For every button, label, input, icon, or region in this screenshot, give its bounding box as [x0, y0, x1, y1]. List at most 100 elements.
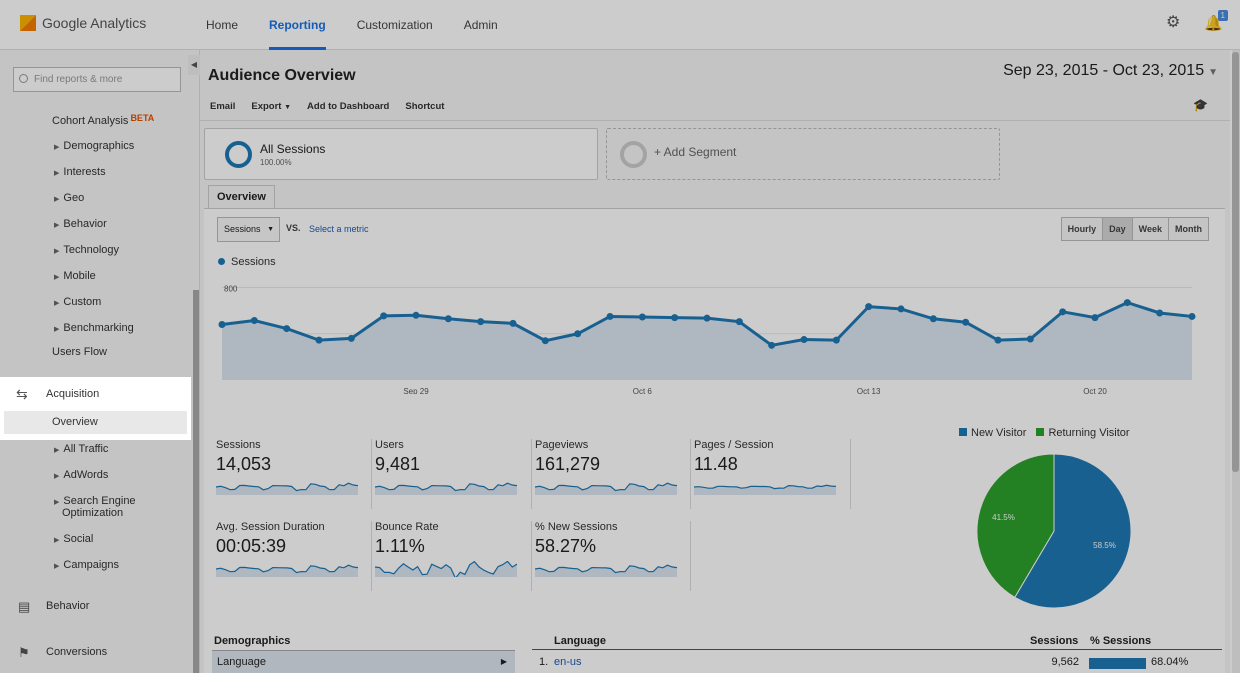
- week-button[interactable]: Week: [1131, 217, 1169, 241]
- nav-customization[interactable]: Customization: [356, 18, 433, 32]
- sidebar-item-benchmarking[interactable]: ▶ Benchmarking: [54, 322, 134, 334]
- data-point[interactable]: [250, 316, 258, 324]
- data-point[interactable]: [994, 336, 1002, 344]
- select-metric-link[interactable]: Select a metric: [309, 224, 369, 234]
- demographics-language-row[interactable]: Language ▶: [212, 650, 515, 673]
- date-range-label: Sep 23, 2015 - Oct 23, 2015: [1003, 62, 1205, 79]
- sidebar-item-seo-line2[interactable]: Optimization: [62, 507, 124, 519]
- sidebar-item-interests[interactable]: ▶ Interests: [54, 166, 106, 178]
- data-point[interactable]: [347, 334, 355, 342]
- sidebar-item-seo[interactable]: ▶ Search Engine: [54, 495, 136, 507]
- sidebar-scrollbar[interactable]: [193, 290, 199, 673]
- sidebar-item-geo[interactable]: ▶ Geo: [54, 192, 84, 204]
- sidebar-item-acquisition-overview[interactable]: Overview: [4, 411, 187, 434]
- data-point[interactable]: [218, 321, 226, 329]
- sparkline-area: [216, 483, 358, 495]
- data-point[interactable]: [1188, 312, 1196, 320]
- date-range-picker[interactable]: Sep 23, 2015 - Oct 23, 2015 ▼: [1003, 62, 1218, 80]
- data-point[interactable]: [735, 318, 743, 326]
- sidebar-item-adwords[interactable]: ▶ AdWords: [54, 469, 108, 481]
- data-point[interactable]: [638, 313, 646, 321]
- segment-all-sessions[interactable]: All Sessions 100.00%: [204, 128, 598, 180]
- data-point[interactable]: [574, 330, 582, 338]
- shortcut-button[interactable]: Shortcut: [405, 101, 445, 112]
- sidebar-item-custom[interactable]: ▶ Custom: [54, 296, 101, 308]
- data-point[interactable]: [1123, 299, 1131, 307]
- export-button[interactable]: Export ▼: [251, 101, 291, 112]
- pie-slice-label: 41.5%: [992, 513, 1015, 522]
- month-button[interactable]: Month: [1168, 217, 1209, 241]
- scorecard-divider: [531, 521, 532, 591]
- data-point[interactable]: [768, 341, 776, 349]
- scorecard-divider: [850, 439, 851, 509]
- graduation-cap-icon[interactable]: 🎓: [1193, 98, 1208, 112]
- scorecard-bounce-rate[interactable]: Bounce Rate 1.11%: [375, 521, 530, 581]
- data-point[interactable]: [477, 318, 485, 326]
- sidebar-item-campaigns[interactable]: ▶ Campaigns: [54, 559, 119, 571]
- nav-reporting[interactable]: Reporting: [269, 0, 326, 50]
- sessions-area: [222, 302, 1192, 380]
- pie-slice-new-visitor[interactable]: [1014, 453, 1132, 609]
- email-button[interactable]: Email: [210, 101, 236, 112]
- tab-overview[interactable]: Overview: [208, 185, 275, 209]
- data-point[interactable]: [671, 314, 679, 322]
- sidebar-item-label: Benchmarking: [63, 322, 134, 334]
- sidebar-item-all-traffic[interactable]: ▶ All Traffic: [54, 443, 108, 455]
- add-segment-button[interactable]: + Add Segment: [606, 128, 1000, 180]
- add-to-dashboard-button[interactable]: Add to Dashboard: [307, 101, 390, 112]
- data-point[interactable]: [606, 312, 614, 320]
- data-point[interactable]: [865, 303, 873, 311]
- metric-select[interactable]: Sessions ▼: [217, 217, 280, 242]
- data-point[interactable]: [380, 312, 388, 320]
- sparkline-line: [375, 482, 517, 492]
- report-toolbar: Email Export ▼ Add to Dashboard Shortcut: [210, 101, 444, 112]
- data-point[interactable]: [800, 336, 808, 344]
- search-input[interactable]: Find reports & more: [13, 67, 181, 92]
- scorecard-users[interactable]: Users 9,481: [375, 439, 530, 499]
- data-point[interactable]: [1026, 335, 1034, 343]
- page-scrollbar[interactable]: [1232, 52, 1239, 472]
- data-point[interactable]: [962, 318, 970, 326]
- google-analytics-logo[interactable]: Google Analytics: [20, 15, 146, 31]
- gear-icon[interactable]: ⚙: [1166, 14, 1181, 31]
- scorecard-pages-session[interactable]: Pages / Session 11.48: [694, 439, 849, 499]
- scorecard-avg-session-duration[interactable]: Avg. Session Duration 00:05:39: [216, 521, 371, 581]
- legend-label: New Visitor: [971, 427, 1027, 439]
- data-point[interactable]: [1091, 314, 1099, 322]
- data-point[interactable]: [315, 336, 323, 344]
- sidebar-item-social[interactable]: ▶ Social: [54, 533, 93, 545]
- collapse-sidebar-button[interactable]: ◀: [188, 55, 200, 75]
- sidebar-item-users-flow[interactable]: Users Flow: [52, 346, 108, 358]
- nav-home[interactable]: Home: [206, 18, 239, 32]
- hourly-button[interactable]: Hourly: [1060, 217, 1104, 241]
- data-point[interactable]: [444, 315, 452, 323]
- data-point[interactable]: [897, 305, 905, 313]
- pie-slice-returning-visitor[interactable]: [976, 453, 1055, 598]
- acquisition-highlight: ⇆ Acquisition Overview: [0, 377, 191, 440]
- data-point[interactable]: [541, 337, 549, 345]
- data-point[interactable]: [1059, 308, 1067, 316]
- data-point[interactable]: [283, 325, 291, 333]
- sidebar-item-behavior-sub[interactable]: ▶ Behavior: [54, 218, 107, 230]
- sidebar-item-cohort-analysis[interactable]: Cohort Analysis BETA: [52, 113, 154, 127]
- data-point[interactable]: [1156, 309, 1164, 317]
- sidebar-section-acquisition[interactable]: Acquisition: [46, 388, 100, 400]
- data-point[interactable]: [929, 315, 937, 323]
- nav-admin[interactable]: Admin: [463, 18, 498, 32]
- data-point[interactable]: [509, 319, 517, 327]
- language-link[interactable]: en-us: [554, 656, 582, 668]
- sidebar-item-label: Social: [63, 533, 94, 545]
- sidebar-item-demographics[interactable]: ▶ Demographics: [54, 140, 134, 152]
- sidebar-item-technology[interactable]: ▶ Technology: [54, 244, 119, 256]
- data-point[interactable]: [703, 314, 711, 322]
- sparkline-line: [216, 482, 358, 492]
- day-button[interactable]: Day: [1102, 217, 1133, 241]
- scorecard-pageviews[interactable]: Pageviews 161,279: [535, 439, 690, 499]
- sidebar-item-mobile[interactable]: ▶ Mobile: [54, 270, 96, 282]
- data-point[interactable]: [832, 336, 840, 344]
- scorecard--new-sessions[interactable]: % New Sessions 58.27%: [535, 521, 690, 581]
- export-label: Export: [251, 101, 282, 112]
- bell-icon[interactable]: 🔔 1: [1204, 10, 1228, 32]
- data-point[interactable]: [412, 311, 420, 319]
- scorecard-sessions[interactable]: Sessions 14,053: [216, 439, 371, 499]
